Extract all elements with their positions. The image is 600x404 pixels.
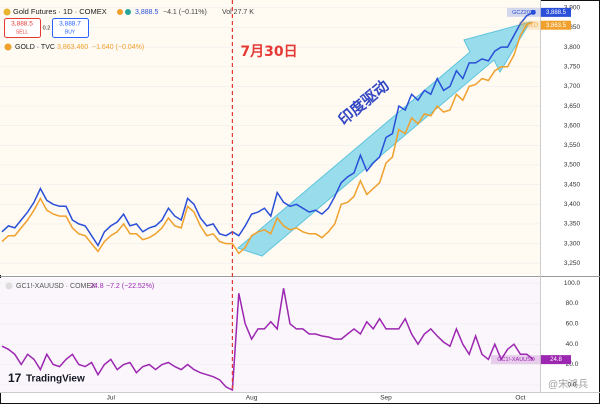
change: −4.1 (−0.11%) xyxy=(163,9,207,16)
sell-price: 3,888.5 xyxy=(11,21,33,28)
spread: 0.2 xyxy=(43,25,51,31)
y-tick-label: 40.0 xyxy=(566,341,579,348)
tag-value-bg xyxy=(541,355,571,365)
tag-name: GCZ2025 xyxy=(512,10,536,16)
status-dot xyxy=(117,9,123,15)
symbol: Gold Futures · 1D · COMEX xyxy=(13,7,107,16)
y-tick-label: 3,500 xyxy=(564,162,581,169)
plot xyxy=(1,9,536,392)
y-tick-label: 60.0 xyxy=(566,321,579,328)
tag-name: GOLD xyxy=(522,23,538,29)
sell-button[interactable] xyxy=(4,18,41,38)
x-tick-label: Jul xyxy=(107,395,116,402)
tag-value: 3,863.5 xyxy=(546,23,567,29)
y-tick-label: 100.0 xyxy=(564,280,581,287)
compare-icon xyxy=(4,43,12,51)
buy-price: 3,888.7 xyxy=(59,21,81,28)
indicator-change: −7.2 (−22.52%) xyxy=(106,283,154,290)
y-tick-label: 3,550 xyxy=(564,142,581,149)
compare-price: 3,863.460 xyxy=(57,44,88,51)
volume: Vol 27.7 K xyxy=(222,9,254,16)
series-line xyxy=(1,288,534,392)
y-tick-label: 3,750 xyxy=(564,64,581,71)
status-dot xyxy=(125,9,131,15)
y-tick-label: 0.0 xyxy=(567,382,576,389)
buy-label: BUY xyxy=(65,29,76,35)
indicator-icon xyxy=(5,282,13,290)
y-tick-label: 3,300 xyxy=(564,240,581,247)
y-tick-label: 3,850 xyxy=(564,24,581,31)
y-tick-label: 3,400 xyxy=(564,201,581,208)
indicator-value: 24.8 xyxy=(90,283,104,290)
y-tick-label: 3,800 xyxy=(564,44,581,51)
y-tick-label: 3,350 xyxy=(564,221,581,228)
sell-label: SELL xyxy=(16,29,28,35)
x-tick-label: Sep xyxy=(380,395,392,402)
tag-value-bg xyxy=(541,7,571,17)
y-tick-label: 3,250 xyxy=(564,260,581,267)
series-line xyxy=(1,21,534,255)
x-tick-label: Oct xyxy=(515,395,525,402)
last-point xyxy=(530,9,536,15)
y-tick-label: 3,900 xyxy=(564,5,581,12)
y-tick-label: 3,600 xyxy=(564,122,581,129)
compare-change: −1.640 (−0.04%) xyxy=(92,44,144,51)
y-tick-label: 3,450 xyxy=(564,181,581,188)
logo-mark: 17 xyxy=(8,371,22,385)
buy-button[interactable] xyxy=(52,18,89,38)
y-tick-label: 3,650 xyxy=(564,103,581,110)
compare-symbol: GOLD · TVC xyxy=(15,44,55,51)
indicator-pane xyxy=(0,278,540,392)
symbol-icon xyxy=(3,8,11,16)
indicator-title: GC1!-XAUUSD · COMEX xyxy=(16,283,96,290)
event-label: 7月30日 xyxy=(240,44,297,60)
price: 3,888.5 xyxy=(135,9,158,16)
y-tick-label: 20.0 xyxy=(566,361,579,368)
x-tick-label: Aug xyxy=(246,395,258,402)
tag-name-bg xyxy=(507,7,541,17)
y-tick-label: 3,700 xyxy=(564,83,581,90)
watermark: @宋鸿兵 xyxy=(548,378,588,391)
tag-name-bg xyxy=(491,355,541,365)
y-tick-label: 80.0 xyxy=(566,300,579,307)
series-line xyxy=(1,11,534,248)
tag-name-bg xyxy=(519,20,541,30)
tag-name: GC1!-XAUUSD xyxy=(497,357,535,363)
tag-value: 3,888.5 xyxy=(546,10,567,16)
tag-value: 24.8 xyxy=(550,357,562,363)
trend-arrow xyxy=(236,21,532,257)
brand: TradingView xyxy=(26,374,85,385)
tag-value-bg xyxy=(541,20,571,30)
